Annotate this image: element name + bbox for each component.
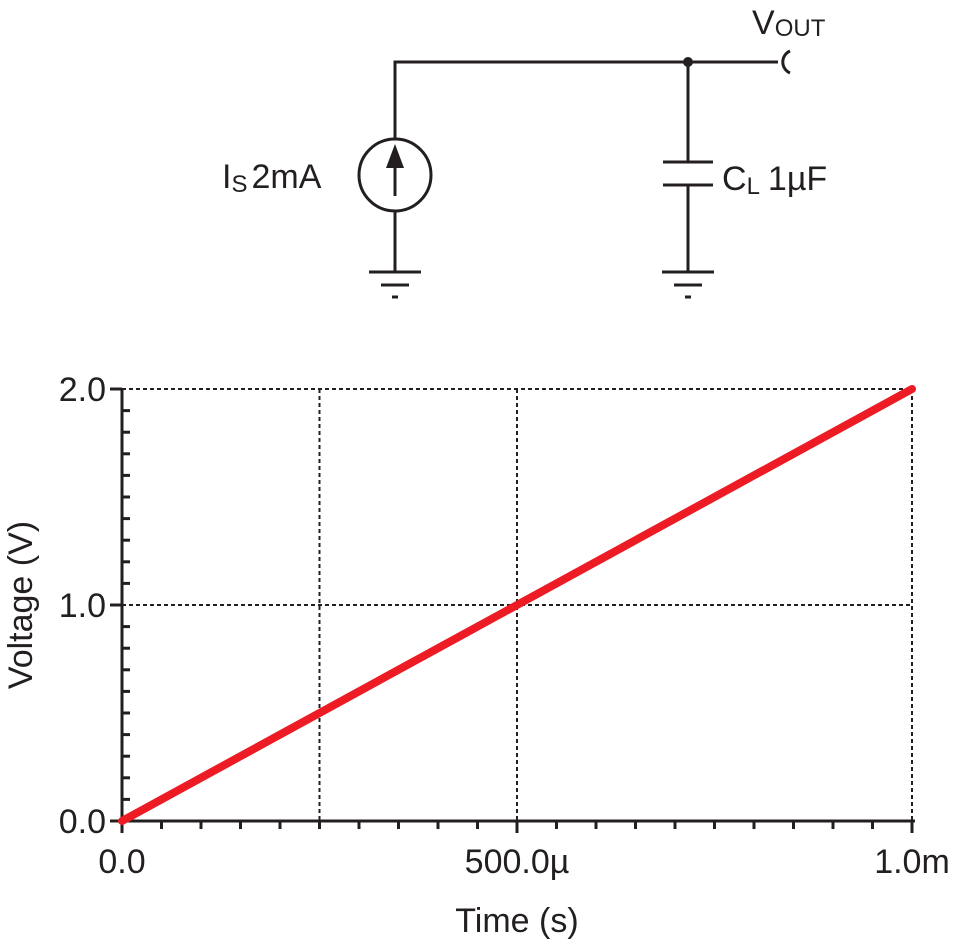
output-terminal-icon [781,49,791,75]
ground-icon [369,270,421,299]
series-line [118,385,916,825]
chart: 0.0 500.0µ 1.0m 0.0 1.0 2.0 [59,371,950,881]
y-tick-label: 2.0 [59,371,106,409]
source-label: IS 2mA [222,158,322,198]
capacitor-symbol [663,160,713,187]
x-tick-label: 0.0 [98,843,145,881]
circuit-diagram [357,49,791,299]
wire-top [393,60,778,139]
y-tick-label: 0.0 [59,803,106,841]
capacitor-label: CL 1µF [722,160,827,200]
ground-icon [662,270,714,299]
y-tick-label: 1.0 [59,587,106,625]
x-axis-label: Time (s) [455,902,578,940]
current-arrowhead [386,144,404,168]
y-axis-label: Voltage (V) [2,521,40,689]
output-label: VOUT [752,4,826,42]
x-tick-label: 500.0µ [465,843,570,881]
x-tick-label: 1.0m [874,843,950,881]
